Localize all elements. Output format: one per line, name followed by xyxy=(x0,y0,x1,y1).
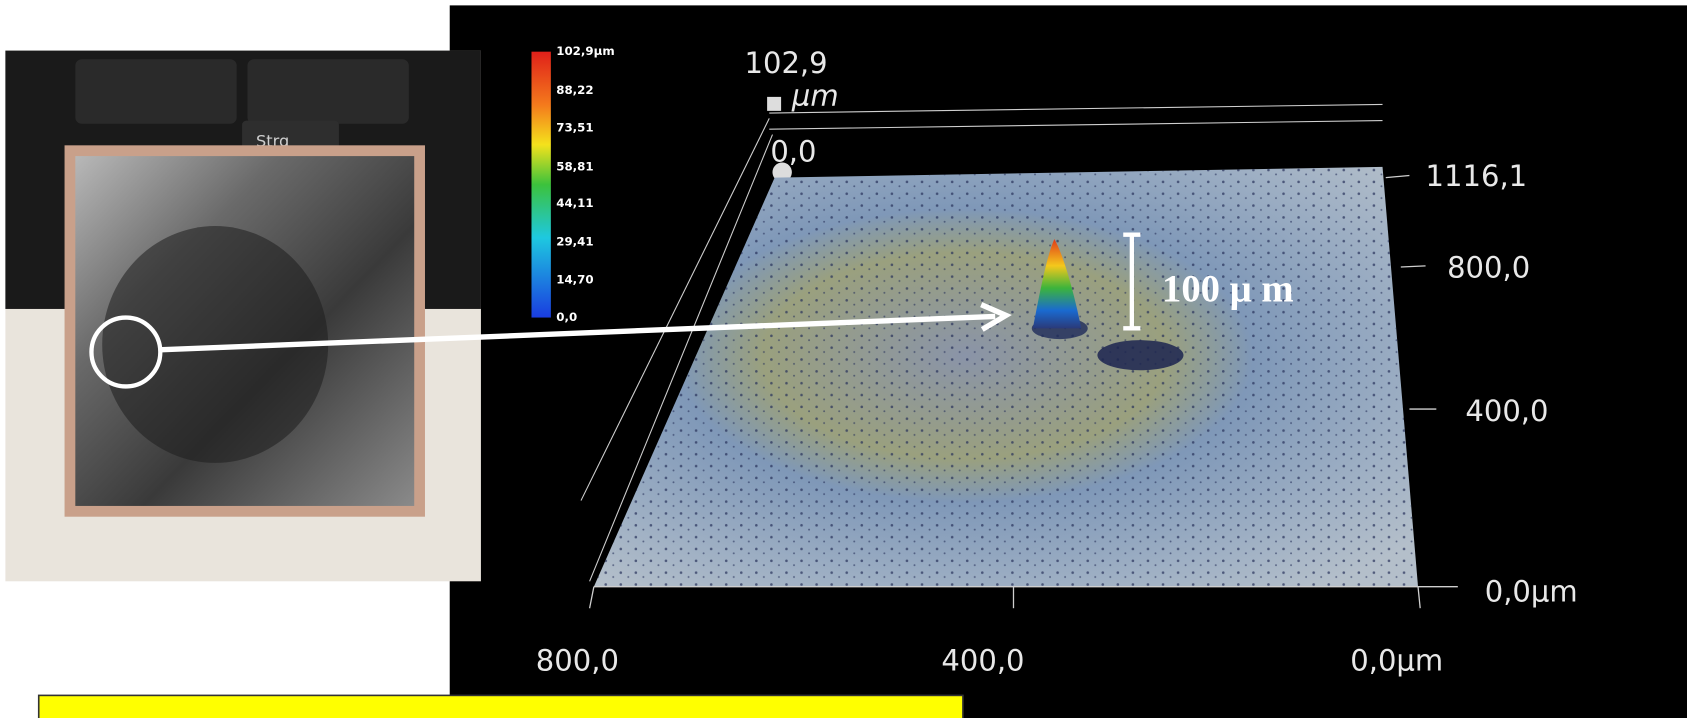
scale-bar-label: 100 μ m xyxy=(1162,267,1294,310)
colorbar-label: 44,11 xyxy=(556,196,593,210)
x-axis-label: 0,0μm xyxy=(1350,644,1443,678)
colorbar-label: 102,9μm xyxy=(556,44,614,58)
colorbar-label: 73,51 xyxy=(556,121,593,135)
x-axis-label: 800,0 xyxy=(536,644,619,678)
z-max-label: 102,9 xyxy=(745,46,828,80)
caption-box xyxy=(39,695,963,718)
y-axis-label: 0,0μm xyxy=(1485,575,1578,609)
figure: Strg 102,9μm 88,22 73,51 58,81 44,11 29,… xyxy=(0,0,1687,718)
photo: Strg xyxy=(5,51,481,582)
y-axis-label: 1116,1 xyxy=(1426,159,1528,193)
y-axis-label: 400,0 xyxy=(1465,394,1548,428)
y-axis-label: 800,0 xyxy=(1447,251,1530,285)
page: {"photo": {"key_label": "Strg"}, "colorb… xyxy=(0,0,1687,718)
colorbar-label: 29,41 xyxy=(556,235,593,249)
colorbar-label: 0,0 xyxy=(556,310,577,324)
z-origin-label: 0,0 xyxy=(770,134,816,168)
x-axis-label: 400,0 xyxy=(941,644,1024,678)
colorbar-label: 14,70 xyxy=(556,272,593,286)
colorbar-label: 88,22 xyxy=(556,83,593,97)
colorbar-label: 58,81 xyxy=(556,159,593,173)
z-unit-label: μm xyxy=(791,78,839,112)
